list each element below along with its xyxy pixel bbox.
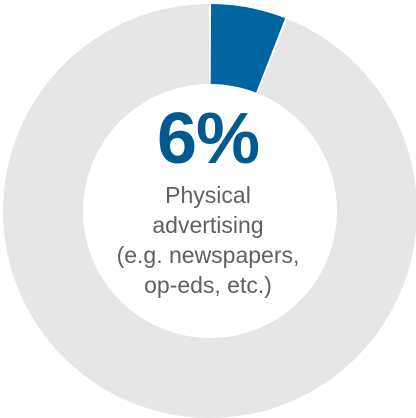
description-line-4: op-eds, etc.) <box>144 272 272 298</box>
description-line-1: Physical <box>165 182 251 208</box>
center-value: 6% <box>156 99 260 179</box>
slice-highlight <box>210 4 286 93</box>
description-line-3: (e.g. newspapers, <box>116 242 300 268</box>
description-line-2: advertising <box>152 212 264 238</box>
slice-description: Physical advertising (e.g. newspapers, o… <box>88 180 328 300</box>
slice-remainder <box>3 4 416 418</box>
center-label: 6% Physical advertising (e.g. newspapers… <box>88 100 328 300</box>
donut-slices <box>3 4 416 418</box>
